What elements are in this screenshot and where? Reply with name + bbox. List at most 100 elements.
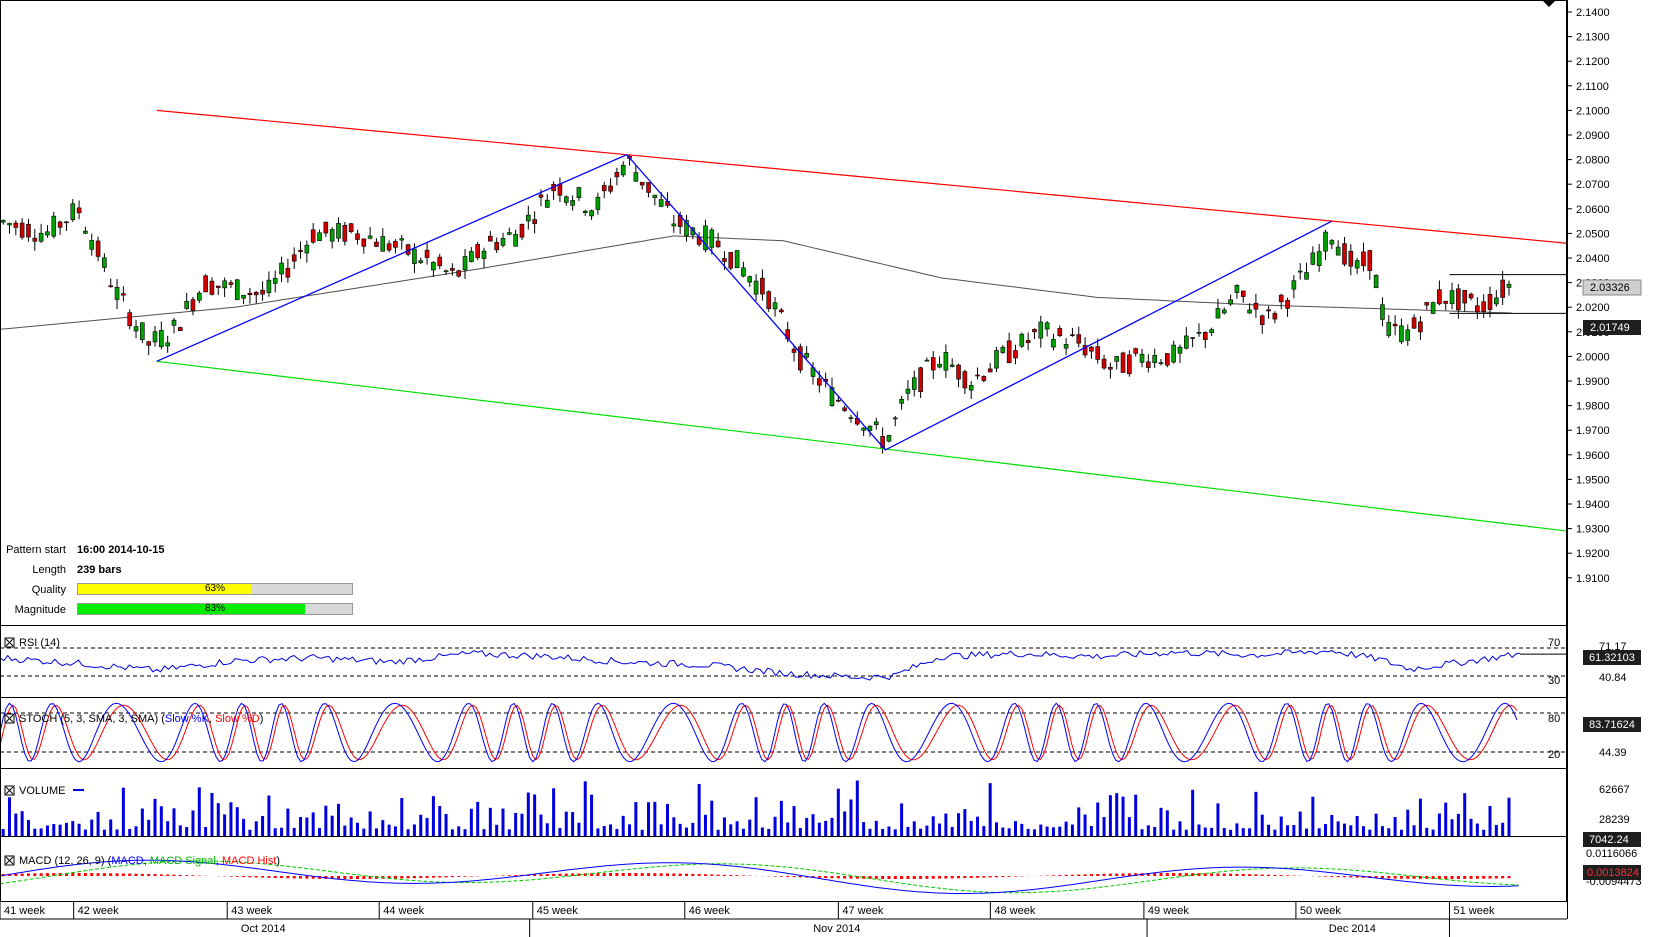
candle-body: [1253, 302, 1259, 310]
macd-line: [0, 859, 1519, 894]
candle-body: [418, 260, 424, 263]
volume-bar: [1501, 822, 1505, 836]
macd-hist-bar: [811, 876, 815, 878]
macd-hist-bar: [1235, 873, 1239, 876]
candle-body: [291, 254, 297, 262]
macd-hist-bar: [280, 876, 284, 879]
volume-bar: [185, 827, 189, 836]
volume-bar: [166, 821, 170, 836]
volume-bar: [710, 800, 714, 836]
volume-bar: [1305, 828, 1309, 836]
volume-bar: [621, 815, 625, 836]
volume-bar: [1134, 794, 1138, 836]
macd-hist-bar: [96, 873, 100, 876]
candle-body: [1399, 325, 1404, 343]
candle-body: [1089, 346, 1094, 352]
main-price-panel: [0, 109, 1568, 532]
rsi-level-70: 70: [1548, 637, 1560, 649]
volume-bar: [450, 829, 454, 836]
candle-body: [899, 399, 904, 404]
macd-hist-bar: [1083, 874, 1087, 876]
candle-body: [1184, 335, 1189, 349]
volume-bar: [640, 829, 644, 836]
volume-bar: [678, 823, 682, 836]
volume-bar: [881, 829, 885, 836]
macd-hist-bar: [539, 874, 543, 876]
price-tick-label: 1.9600: [1576, 450, 1610, 462]
candle-body: [1108, 366, 1113, 370]
candle-body: [1335, 246, 1341, 256]
candle-body: [108, 285, 114, 288]
volume-bar: [1108, 795, 1112, 836]
candle-body: [329, 229, 335, 242]
macd-hist-bar: [425, 876, 429, 878]
volume-bar: [1336, 821, 1340, 836]
volume-bar: [109, 819, 113, 836]
volume-bar: [248, 829, 252, 836]
volume-bar: [1013, 821, 1017, 836]
volume-bar: [919, 828, 923, 836]
volume-bar: [1241, 828, 1245, 836]
volume-bar: [938, 823, 942, 836]
candle-body: [1209, 329, 1214, 333]
macd-hist-bar: [1013, 876, 1017, 877]
sma-line: [0, 235, 1513, 330]
candle-body: [121, 293, 126, 296]
volume-bar: [1387, 828, 1391, 836]
week-label: 46 week: [689, 905, 730, 917]
macd-hist-bar: [887, 876, 891, 879]
price-tick-label: 2.0900: [1576, 130, 1610, 142]
macd-hist-bar: [311, 876, 315, 879]
macd-hist-bar: [653, 873, 657, 876]
volume-bar: [1235, 823, 1239, 836]
macd-hist-bar: [438, 876, 442, 878]
macd-hist-bar: [185, 875, 189, 876]
candle-body: [171, 319, 177, 326]
candle-body: [443, 270, 449, 273]
candle-body: [431, 262, 436, 271]
macd-hist-bar: [431, 876, 435, 878]
candle-body: [1165, 353, 1170, 366]
candle-body: [197, 292, 202, 301]
candle-body: [1044, 322, 1050, 330]
candle-body: [829, 387, 835, 407]
volume-axis-mid: 28239: [1599, 814, 1630, 826]
candle-body: [424, 249, 430, 258]
volume-bar: [71, 821, 75, 836]
macd-hist-bar: [343, 876, 347, 879]
candle-body: [798, 346, 803, 371]
macd-hist-bar: [830, 876, 834, 879]
candle-body: [26, 224, 31, 238]
candle-body: [817, 378, 822, 386]
macd-hist-bar: [900, 876, 904, 879]
volume-bar: [1127, 817, 1131, 836]
volume-bar: [90, 819, 94, 836]
candle-body: [1152, 355, 1157, 364]
macd-hist-bar: [134, 873, 138, 876]
volume-bar: [1317, 828, 1321, 836]
candle-body: [943, 352, 949, 371]
candle-body: [601, 185, 607, 192]
macd-signal-label: MACD Signal: [150, 855, 216, 867]
quality-bar: 63%: [77, 583, 353, 595]
price-tick-label: 1.9900: [1576, 376, 1610, 388]
volume-bar: [406, 829, 410, 836]
candle-body: [165, 342, 170, 347]
candle-body: [867, 425, 873, 431]
stoch-panel: [0, 702, 1567, 763]
candle-body: [64, 221, 69, 224]
panel-frame-4: [0, 836, 1567, 902]
candle-body: [1291, 280, 1297, 290]
macd-hist-bar: [153, 874, 157, 876]
collapse-arrow-icon[interactable]: [1542, 0, 1556, 7]
candle-body: [1190, 337, 1195, 339]
candle-body: [1127, 354, 1132, 375]
macd-hist-bar: [1279, 875, 1283, 876]
volume-bar: [1418, 798, 1422, 836]
candle-body: [140, 322, 145, 340]
candle-body: [342, 224, 348, 242]
candle-body: [690, 227, 696, 236]
candle-body: [209, 280, 215, 295]
macd-hist-bar: [988, 876, 992, 878]
candle-body: [1278, 294, 1284, 303]
